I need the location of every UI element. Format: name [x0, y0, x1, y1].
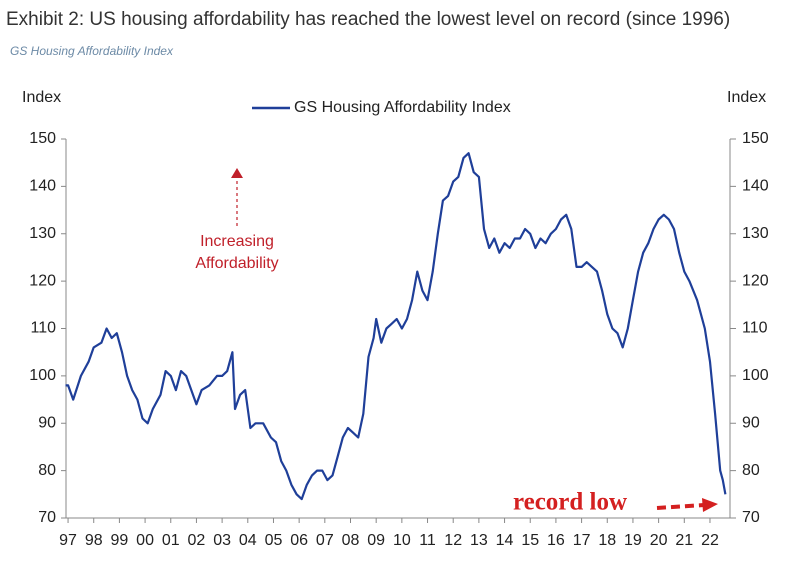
chart-subtitle: GS Housing Affordability Index [10, 44, 174, 58]
y2-tick-label: 150 [742, 130, 769, 147]
y2-axis-label: Index [727, 89, 766, 106]
x-tick-label: 04 [239, 532, 257, 549]
y-tick-label: 100 [29, 367, 56, 384]
x-tick-label: 99 [111, 532, 129, 549]
x-tick-label: 00 [136, 532, 154, 549]
y2-tick-label: 120 [742, 272, 769, 289]
y-tick-label: 150 [29, 130, 56, 147]
y-tick-label: 70 [38, 509, 56, 526]
y-tick-label: 130 [29, 225, 56, 242]
x-tick-label: 15 [521, 532, 539, 549]
x-tick-label: 06 [290, 532, 308, 549]
annotation-arrowhead [231, 168, 243, 178]
y2-tick-label: 70 [742, 509, 760, 526]
x-tick-label: 18 [598, 532, 616, 549]
y2-tick-label: 110 [742, 320, 768, 337]
y2-tick-label: 140 [742, 178, 769, 195]
annotation-text: record low [513, 489, 627, 516]
x-tick-label: 08 [342, 532, 360, 549]
x-tick-label: 09 [367, 532, 385, 549]
annotation-text: Increasing [200, 233, 274, 250]
y-tick-label: 140 [29, 178, 56, 195]
x-tick-label: 02 [188, 532, 206, 549]
y-tick-label: 80 [38, 462, 56, 479]
x-tick-label: 10 [393, 532, 411, 549]
y2-tick-label: 100 [742, 367, 769, 384]
y2-tick-label: 80 [742, 462, 760, 479]
x-tick-label: 11 [419, 532, 436, 549]
y-tick-label: 90 [38, 414, 56, 431]
annotation-arrowhead [702, 498, 718, 512]
y2-tick-label: 90 [742, 414, 760, 431]
y-tick-label: 110 [30, 320, 56, 337]
legend-label: GS Housing Affordability Index [294, 99, 511, 116]
x-tick-label: 05 [265, 532, 283, 549]
x-tick-label: 01 [162, 532, 180, 549]
x-tick-label: 19 [624, 532, 642, 549]
x-tick-label: 07 [316, 532, 334, 549]
x-tick-label: 20 [650, 532, 668, 549]
annotation-arrow [656, 503, 705, 510]
chart-title: Exhibit 2: US housing affordability has … [6, 9, 730, 30]
y-tick-label: 120 [29, 272, 56, 289]
y-axis-label: Index [22, 89, 61, 106]
x-tick-label: 98 [85, 532, 103, 549]
x-tick-label: 16 [547, 532, 565, 549]
x-tick-label: 21 [675, 532, 693, 549]
x-tick-label: 97 [59, 532, 77, 549]
y2-tick-label: 130 [742, 225, 769, 242]
x-tick-label: 03 [213, 532, 231, 549]
annotation-text: Affordability [195, 255, 278, 272]
x-tick-label: 22 [701, 532, 719, 549]
x-tick-label: 12 [444, 532, 462, 549]
data-line [65, 152, 727, 501]
x-tick-label: 14 [496, 532, 514, 549]
x-tick-label: 17 [573, 532, 591, 549]
x-tick-label: 13 [470, 532, 488, 549]
